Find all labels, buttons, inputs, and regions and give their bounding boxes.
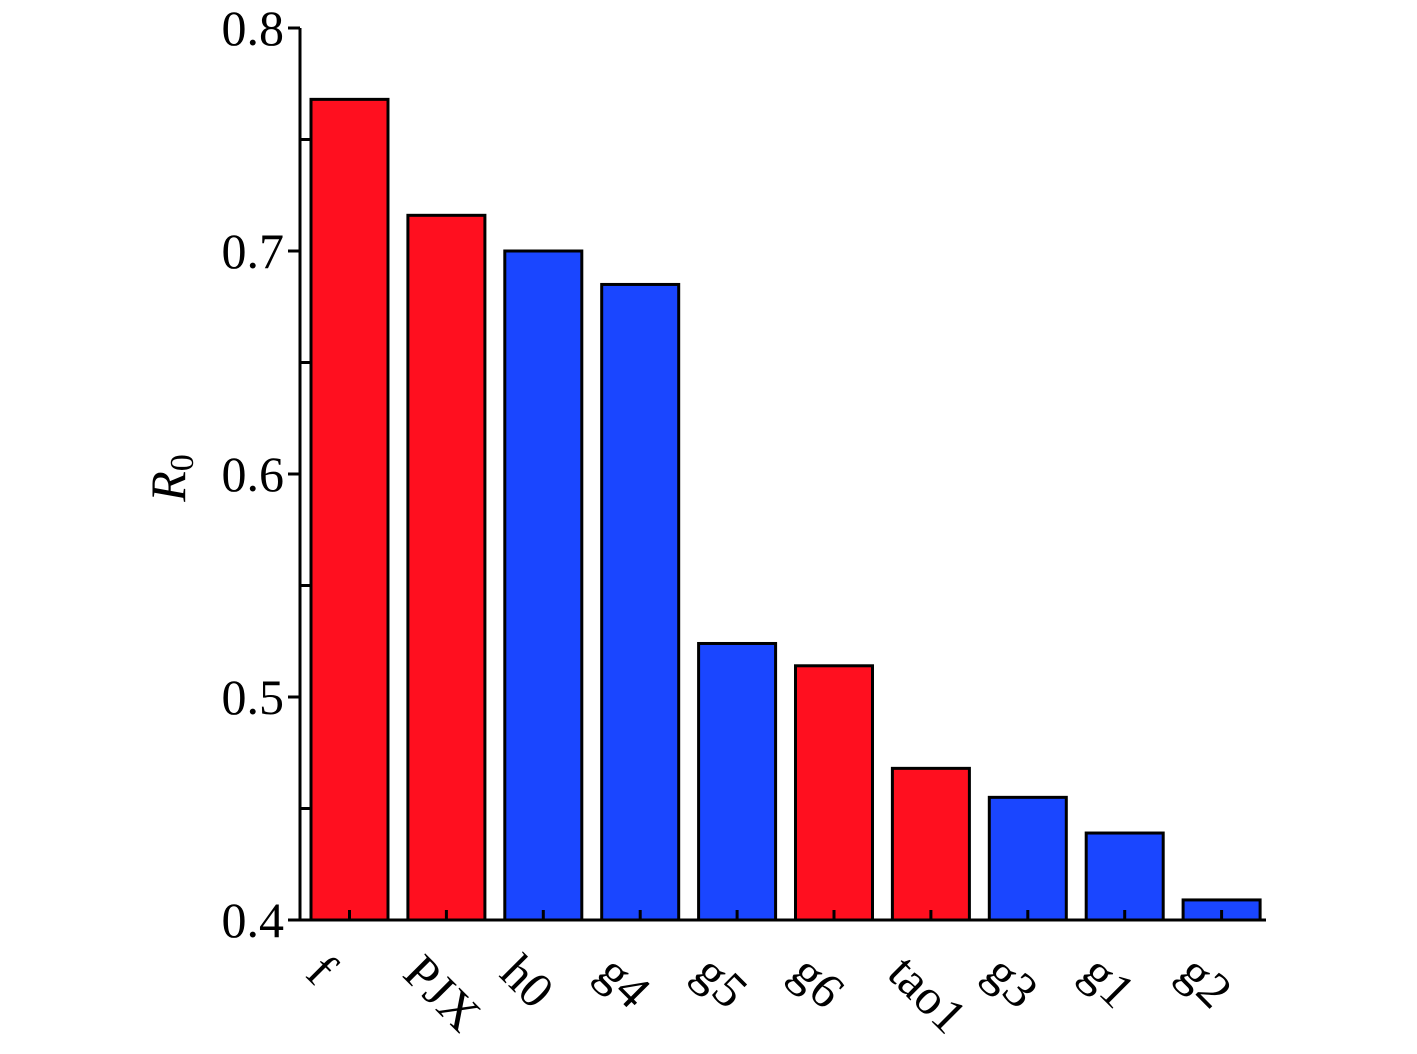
bar-PJX xyxy=(406,213,487,922)
y-tick-label: 0.8 xyxy=(222,0,285,56)
y-tick-label: 0.7 xyxy=(222,223,285,279)
x-tick-label-g2: g2 xyxy=(1168,944,1243,1019)
x-tick-label-g5: g5 xyxy=(684,944,759,1019)
y-axis-title-subscript: 0 xyxy=(164,454,201,471)
bar-g4 xyxy=(600,282,681,922)
x-tick-label-PJX: PJX xyxy=(393,944,492,1043)
bar-g3 xyxy=(987,795,1068,922)
bar-g5 xyxy=(697,641,778,922)
bar-g1 xyxy=(1084,831,1165,922)
x-tick-label-g6: g6 xyxy=(781,944,856,1019)
x-tick-label-g4: g4 xyxy=(587,944,662,1019)
x-tick-label-g1: g1 xyxy=(1071,944,1146,1019)
y-axis-title-main: R xyxy=(140,471,196,503)
bars-group xyxy=(309,97,1262,922)
bar-tao1 xyxy=(890,766,971,922)
y-ticks-group: 0.4 0.5 0.6 0.7 0.8 xyxy=(222,0,310,948)
x-tick-label-tao1: tao1 xyxy=(878,944,978,1044)
bar-f xyxy=(309,97,390,922)
x-tick-label-h0: h0 xyxy=(490,944,565,1019)
x-tick-label-f: f xyxy=(296,944,348,996)
bar-g6 xyxy=(794,664,874,922)
y-tick-label: 0.5 xyxy=(222,669,285,725)
y-axis-title: R0 xyxy=(140,454,201,503)
x-tick-label-g3: g3 xyxy=(975,944,1050,1019)
bar-h0 xyxy=(503,249,584,922)
y-tick-label: 0.6 xyxy=(222,446,285,502)
y-tick-label: 0.4 xyxy=(222,892,285,948)
